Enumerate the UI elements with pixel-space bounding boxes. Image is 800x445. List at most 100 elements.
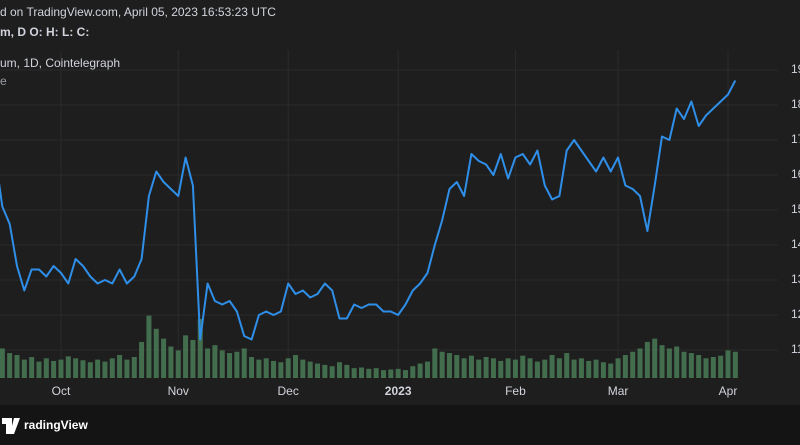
volume-bar	[315, 363, 321, 378]
volume-bar	[65, 356, 71, 378]
volume-bar	[124, 359, 130, 378]
volume-bar	[615, 358, 621, 378]
volume-bar	[718, 355, 724, 378]
volume-bar	[322, 364, 328, 378]
volume-bar	[402, 370, 408, 378]
volume-bar	[73, 358, 79, 378]
volume-bar	[644, 341, 650, 378]
volume-bar	[696, 355, 702, 378]
y-tick-label: 12	[791, 307, 800, 321]
x-tick-label: Apr	[719, 384, 738, 398]
volume-bar	[630, 351, 636, 378]
volume-bar	[29, 357, 35, 378]
price-line	[0, 80, 737, 341]
volume-bar	[139, 341, 145, 378]
volume-bar	[468, 355, 474, 378]
volume-bar	[36, 361, 42, 378]
volume-bar	[542, 359, 548, 378]
y-tick-label: 16	[791, 167, 800, 181]
volume-bar	[424, 361, 430, 378]
footer-brand: radingView	[24, 418, 88, 432]
volume-bar	[395, 368, 401, 378]
volume-bar	[249, 357, 255, 378]
volume-bar	[732, 351, 738, 378]
volume-bar	[688, 353, 694, 378]
x-tick-label: Nov	[168, 384, 189, 398]
volume-bar	[212, 345, 218, 378]
volume-bar	[446, 353, 452, 378]
header-ohlc: m, D O: H: L: C:	[0, 25, 89, 39]
volume-bar	[131, 357, 137, 378]
volume-bar	[197, 318, 203, 378]
volume-bar	[520, 355, 526, 378]
y-tick-label: 15	[791, 202, 800, 216]
volume-bar	[586, 360, 592, 378]
volume-bar	[725, 350, 731, 378]
volume-bar	[227, 353, 233, 378]
volume-bar	[87, 362, 93, 378]
volume-bar	[58, 359, 64, 378]
y-tick-label: 19	[791, 62, 800, 76]
volume-bar	[146, 315, 152, 378]
volume-bar	[454, 355, 460, 378]
volume-bar	[366, 368, 372, 378]
volume-bar	[652, 338, 658, 378]
volume-bar	[21, 359, 27, 378]
volume-bar	[51, 360, 57, 378]
volume-bar	[351, 368, 357, 378]
y-tick-label: 14	[791, 237, 800, 251]
volume-bar	[571, 359, 577, 378]
volume-bar	[490, 358, 496, 378]
volume-bar	[278, 362, 284, 378]
volume-bar	[256, 359, 262, 378]
header-source: d on TradingView.com, April 05, 2023 16:…	[0, 5, 276, 19]
x-tick-label: Feb	[505, 384, 526, 398]
volume-bar	[329, 366, 335, 378]
legend-title: um, 1D, Cointelegraph	[0, 56, 120, 70]
legend-subtitle: e	[0, 74, 7, 88]
footer-band	[0, 405, 800, 445]
volume-bar	[527, 358, 533, 378]
volume-bar	[7, 353, 13, 378]
volume-bar	[80, 360, 86, 378]
volume-bar	[109, 358, 115, 378]
volume-bar	[161, 338, 167, 378]
volume-bar	[175, 350, 181, 378]
volume-bar	[593, 359, 599, 378]
y-tick-label: 17	[791, 132, 800, 146]
volume-bar	[43, 358, 49, 378]
volume-bar	[556, 358, 562, 378]
x-tick-label: 2023	[385, 384, 412, 398]
volume-bar	[388, 369, 394, 378]
volume-bar	[234, 351, 240, 378]
volume-bar	[117, 355, 123, 378]
volume-bar	[703, 358, 709, 378]
volume-bar	[476, 359, 482, 378]
volume-bar	[95, 359, 101, 378]
volume-bar	[659, 345, 665, 378]
volume-bar	[183, 335, 189, 378]
logo	[2, 418, 20, 434]
volume-bar	[578, 358, 584, 378]
volume-bar	[439, 351, 445, 378]
volume-bar	[461, 358, 467, 378]
volume-bar	[263, 358, 269, 378]
volume-bar	[600, 362, 606, 378]
x-tick-label: Oct	[52, 384, 71, 398]
volume-bar	[300, 359, 306, 378]
volume-bar	[153, 328, 159, 378]
volume-bar	[307, 361, 313, 378]
volume-bar	[564, 353, 570, 378]
volume-bar	[417, 363, 423, 378]
volume-bar	[534, 361, 540, 378]
volume-bar	[608, 363, 614, 378]
volume-bar	[380, 370, 386, 378]
volume-bar	[102, 361, 108, 378]
volume-bar	[710, 357, 716, 378]
volume-bar	[637, 348, 643, 378]
volume-bar	[14, 355, 20, 378]
volume-bar	[0, 348, 5, 378]
volume-bar	[373, 368, 379, 378]
